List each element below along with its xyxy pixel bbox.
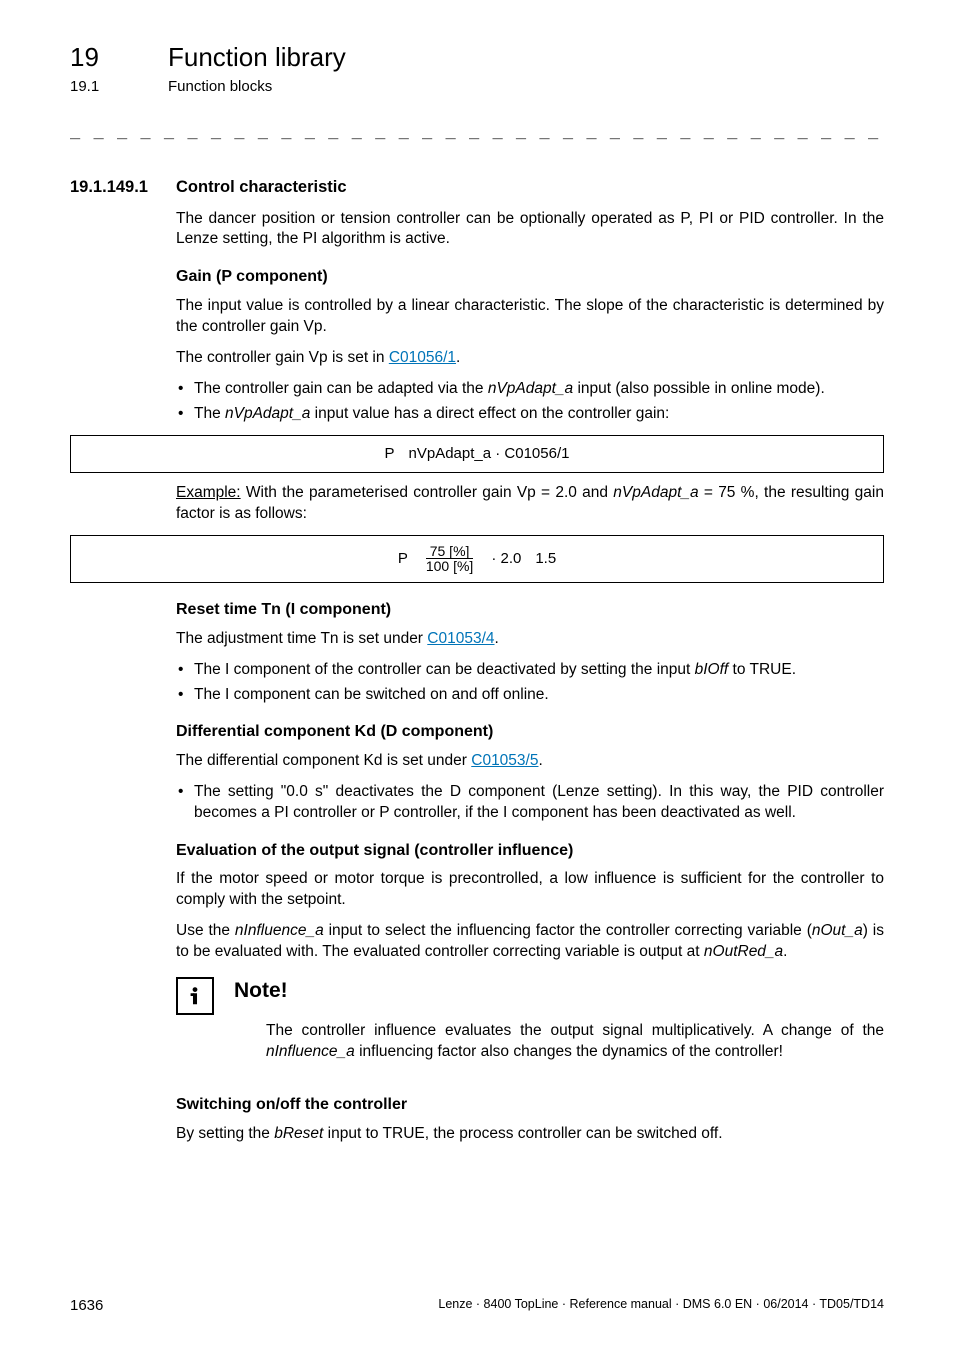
gain-heading: Gain (P component) bbox=[176, 266, 884, 288]
list-item: The I component of the controller can be… bbox=[176, 660, 884, 681]
note-box: Note! The controller influence evaluates… bbox=[176, 977, 884, 1078]
list-item: The I component can be switched on and o… bbox=[176, 685, 884, 706]
link-c01053-4[interactable]: C01053/4 bbox=[427, 630, 494, 647]
eval-p1: If the motor speed or motor torque is pr… bbox=[176, 869, 884, 911]
param-name: nVpAdapt_a bbox=[613, 484, 698, 501]
text: The controller influence evaluates the o… bbox=[266, 1022, 884, 1039]
param-name: nOut_a bbox=[812, 922, 863, 939]
eval-heading: Evaluation of the output signal (control… bbox=[176, 840, 884, 862]
formula-p: P bbox=[385, 444, 395, 464]
formula-mul: · 2.0 bbox=[491, 549, 521, 569]
param-name: nInfluence_a bbox=[235, 922, 324, 939]
param-name: bIOff bbox=[695, 661, 729, 678]
text: input to TRUE, the process controller ca… bbox=[323, 1125, 722, 1142]
text: The controller gain Vp is set in bbox=[176, 349, 389, 366]
gain-p1: The input value is controlled by a linea… bbox=[176, 296, 884, 338]
subsection-number: 19.1.149.1 bbox=[70, 176, 166, 198]
link-c01053-5[interactable]: C01053/5 bbox=[471, 752, 538, 769]
footer-reference: Lenze · 8400 TopLine · Reference manual … bbox=[438, 1296, 884, 1316]
reset-heading: Reset time Tn (I component) bbox=[176, 599, 884, 621]
info-icon bbox=[176, 977, 214, 1015]
reset-p1: The adjustment time Tn is set under C010… bbox=[176, 629, 884, 650]
list-item: The controller gain can be adapted via t… bbox=[176, 379, 884, 400]
section-number: 19.1 bbox=[70, 77, 140, 97]
text: The I component of the controller can be… bbox=[194, 661, 695, 678]
chapter-title: Function library bbox=[168, 40, 346, 75]
text: . bbox=[495, 630, 499, 647]
text: to TRUE. bbox=[728, 661, 796, 678]
eval-p2: Use the nInfluence_a input to select the… bbox=[176, 921, 884, 963]
formula-result: 1.5 bbox=[535, 549, 556, 569]
text: input value has a direct effect on the c… bbox=[310, 405, 669, 422]
param-name: nInfluence_a bbox=[266, 1043, 355, 1060]
formula-p: P bbox=[398, 549, 408, 569]
param-name: nOutRed_a bbox=[704, 943, 783, 960]
fraction-denominator: 100 [%] bbox=[422, 559, 477, 574]
list-item: The nVpAdapt_a input value has a direct … bbox=[176, 404, 884, 425]
text: Use the bbox=[176, 922, 235, 939]
text: With the parameterised controller gain V… bbox=[241, 484, 614, 501]
formula-box-1: P nVpAdapt_a · C01056/1 bbox=[70, 435, 884, 473]
fraction-numerator: 75 [%] bbox=[426, 544, 474, 560]
formula-expr: nVpAdapt_a · C01056/1 bbox=[409, 444, 570, 464]
list-item: The setting "0.0 s" deactivates the D co… bbox=[176, 782, 884, 824]
text: influencing factor also changes the dyna… bbox=[355, 1043, 783, 1060]
text: The bbox=[194, 405, 225, 422]
gain-p2: The controller gain Vp is set in C01056/… bbox=[176, 348, 884, 369]
subsection-title: Control characteristic bbox=[176, 176, 347, 198]
text: input to select the influencing factor t… bbox=[324, 922, 812, 939]
section-title: Function blocks bbox=[168, 77, 272, 97]
text: The differential component Kd is set und… bbox=[176, 752, 471, 769]
example-paragraph: Example: With the parameterised controll… bbox=[176, 483, 884, 525]
param-name: nVpAdapt_a bbox=[225, 405, 310, 422]
switch-heading: Switching on/off the controller bbox=[176, 1094, 884, 1116]
param-name: bReset bbox=[274, 1125, 323, 1142]
text: . bbox=[783, 943, 787, 960]
separator-dashes: _ _ _ _ _ _ _ _ _ _ _ _ _ _ _ _ _ _ _ _ … bbox=[70, 119, 884, 142]
text: The controller gain can be adapted via t… bbox=[194, 380, 488, 397]
text: input (also possible in online mode). bbox=[573, 380, 825, 397]
text: . bbox=[538, 752, 542, 769]
chapter-number: 19 bbox=[70, 40, 140, 75]
note-title: Note! bbox=[234, 977, 884, 1005]
example-label: Example: bbox=[176, 484, 241, 501]
page-footer: 1636 Lenze · 8400 TopLine · Reference ma… bbox=[70, 1296, 884, 1316]
text: By setting the bbox=[176, 1125, 274, 1142]
param-name: nVpAdapt_a bbox=[488, 380, 573, 397]
text: The adjustment time Tn is set under bbox=[176, 630, 427, 647]
text: . bbox=[456, 349, 460, 366]
note-text: The controller influence evaluates the o… bbox=[266, 1021, 884, 1063]
intro-paragraph: The dancer position or tension controlle… bbox=[176, 209, 884, 251]
switch-p1: By setting the bReset input to TRUE, the… bbox=[176, 1124, 884, 1145]
diff-heading: Differential component Kd (D component) bbox=[176, 721, 884, 743]
page-number: 1636 bbox=[70, 1296, 103, 1316]
fraction: 75 [%] 100 [%] bbox=[422, 544, 477, 574]
link-c01056-1[interactable]: C01056/1 bbox=[389, 349, 456, 366]
formula-box-2: P 75 [%] 100 [%] · 2.0 1.5 bbox=[70, 535, 884, 583]
diff-p1: The differential component Kd is set und… bbox=[176, 751, 884, 772]
